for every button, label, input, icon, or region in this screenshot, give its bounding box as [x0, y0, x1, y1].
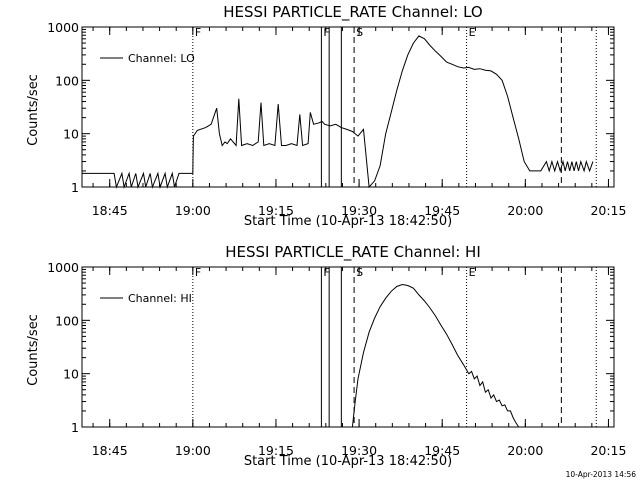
- hi-y-tick-label: 1: [71, 420, 79, 435]
- lo-x-axis-label: Start Time (10-Apr-13 18:42:50): [244, 214, 452, 229]
- lo-x-tick-label: 18:45: [92, 203, 128, 218]
- lo-flag-label: S: [356, 26, 363, 39]
- hi-x-tick-label: 19:30: [341, 443, 377, 458]
- hi-x-tick-label: 20:15: [590, 443, 626, 458]
- lo-y-tick-label: 1000: [47, 20, 79, 35]
- lo-rate-series-line: [82, 35, 594, 189]
- lo-x-tick-label: 20:00: [507, 203, 543, 218]
- lo-flag-label: F: [323, 26, 329, 39]
- lo-y-tick-label: 1: [71, 180, 79, 195]
- lo-x-tick-label: 19:15: [258, 203, 294, 218]
- hi-chart-title: HESSI PARTICLE_RATE Channel: HI: [225, 243, 481, 262]
- lo-flag-label: E: [469, 26, 476, 39]
- hi-x-tick-label: 20:00: [507, 443, 543, 458]
- hi-rate-series-line: [351, 283, 520, 428]
- hi-x-tick-label: 19:45: [424, 443, 460, 458]
- hi-flag-label: S: [356, 266, 363, 279]
- lo-legend-label: Channel: LO: [128, 52, 195, 65]
- hi-plot-frame: [81, 266, 615, 428]
- lo-x-tick-label: 19:30: [341, 203, 377, 218]
- hi-channel-panel: HESSI PARTICLE_RATE Channel: HI Start Ti…: [26, 243, 626, 469]
- lo-y-axis-label: Counts/sec: [26, 74, 41, 146]
- lo-x-tick-label: 19:45: [424, 203, 460, 218]
- hi-y-tick-label: 1000: [47, 260, 79, 275]
- plot-timestamp: 10-Apr-2013 14:56: [566, 470, 637, 479]
- lo-chart-title: HESSI PARTICLE_RATE Channel: LO: [223, 3, 482, 22]
- hi-flag-label: F: [195, 266, 201, 279]
- hi-x-tick-label: 18:45: [92, 443, 128, 458]
- hi-y-axis-label: Counts/sec: [26, 314, 41, 386]
- lo-y-tick-label: 100: [55, 73, 79, 88]
- hi-flag-label: E: [469, 266, 476, 279]
- hi-flag-label: F: [323, 266, 329, 279]
- hi-y-tick-label: 100: [55, 313, 79, 328]
- hi-x-tick-label: 19:00: [175, 443, 211, 458]
- lo-x-tick-label: 19:00: [175, 203, 211, 218]
- lo-y-tick-label: 10: [63, 127, 79, 142]
- lo-channel-panel: HESSI PARTICLE_RATE Channel: LO Start Ti…: [26, 3, 626, 229]
- hi-x-axis-label: Start Time (10-Apr-13 18:42:50): [244, 454, 452, 469]
- hi-legend-label: Channel: HI: [128, 292, 192, 305]
- hi-x-tick-label: 19:15: [258, 443, 294, 458]
- lo-flag-label: F: [195, 26, 201, 39]
- hi-y-tick-label: 10: [63, 367, 79, 382]
- lo-x-tick-label: 20:15: [590, 203, 626, 218]
- lo-plot-frame: [81, 26, 615, 188]
